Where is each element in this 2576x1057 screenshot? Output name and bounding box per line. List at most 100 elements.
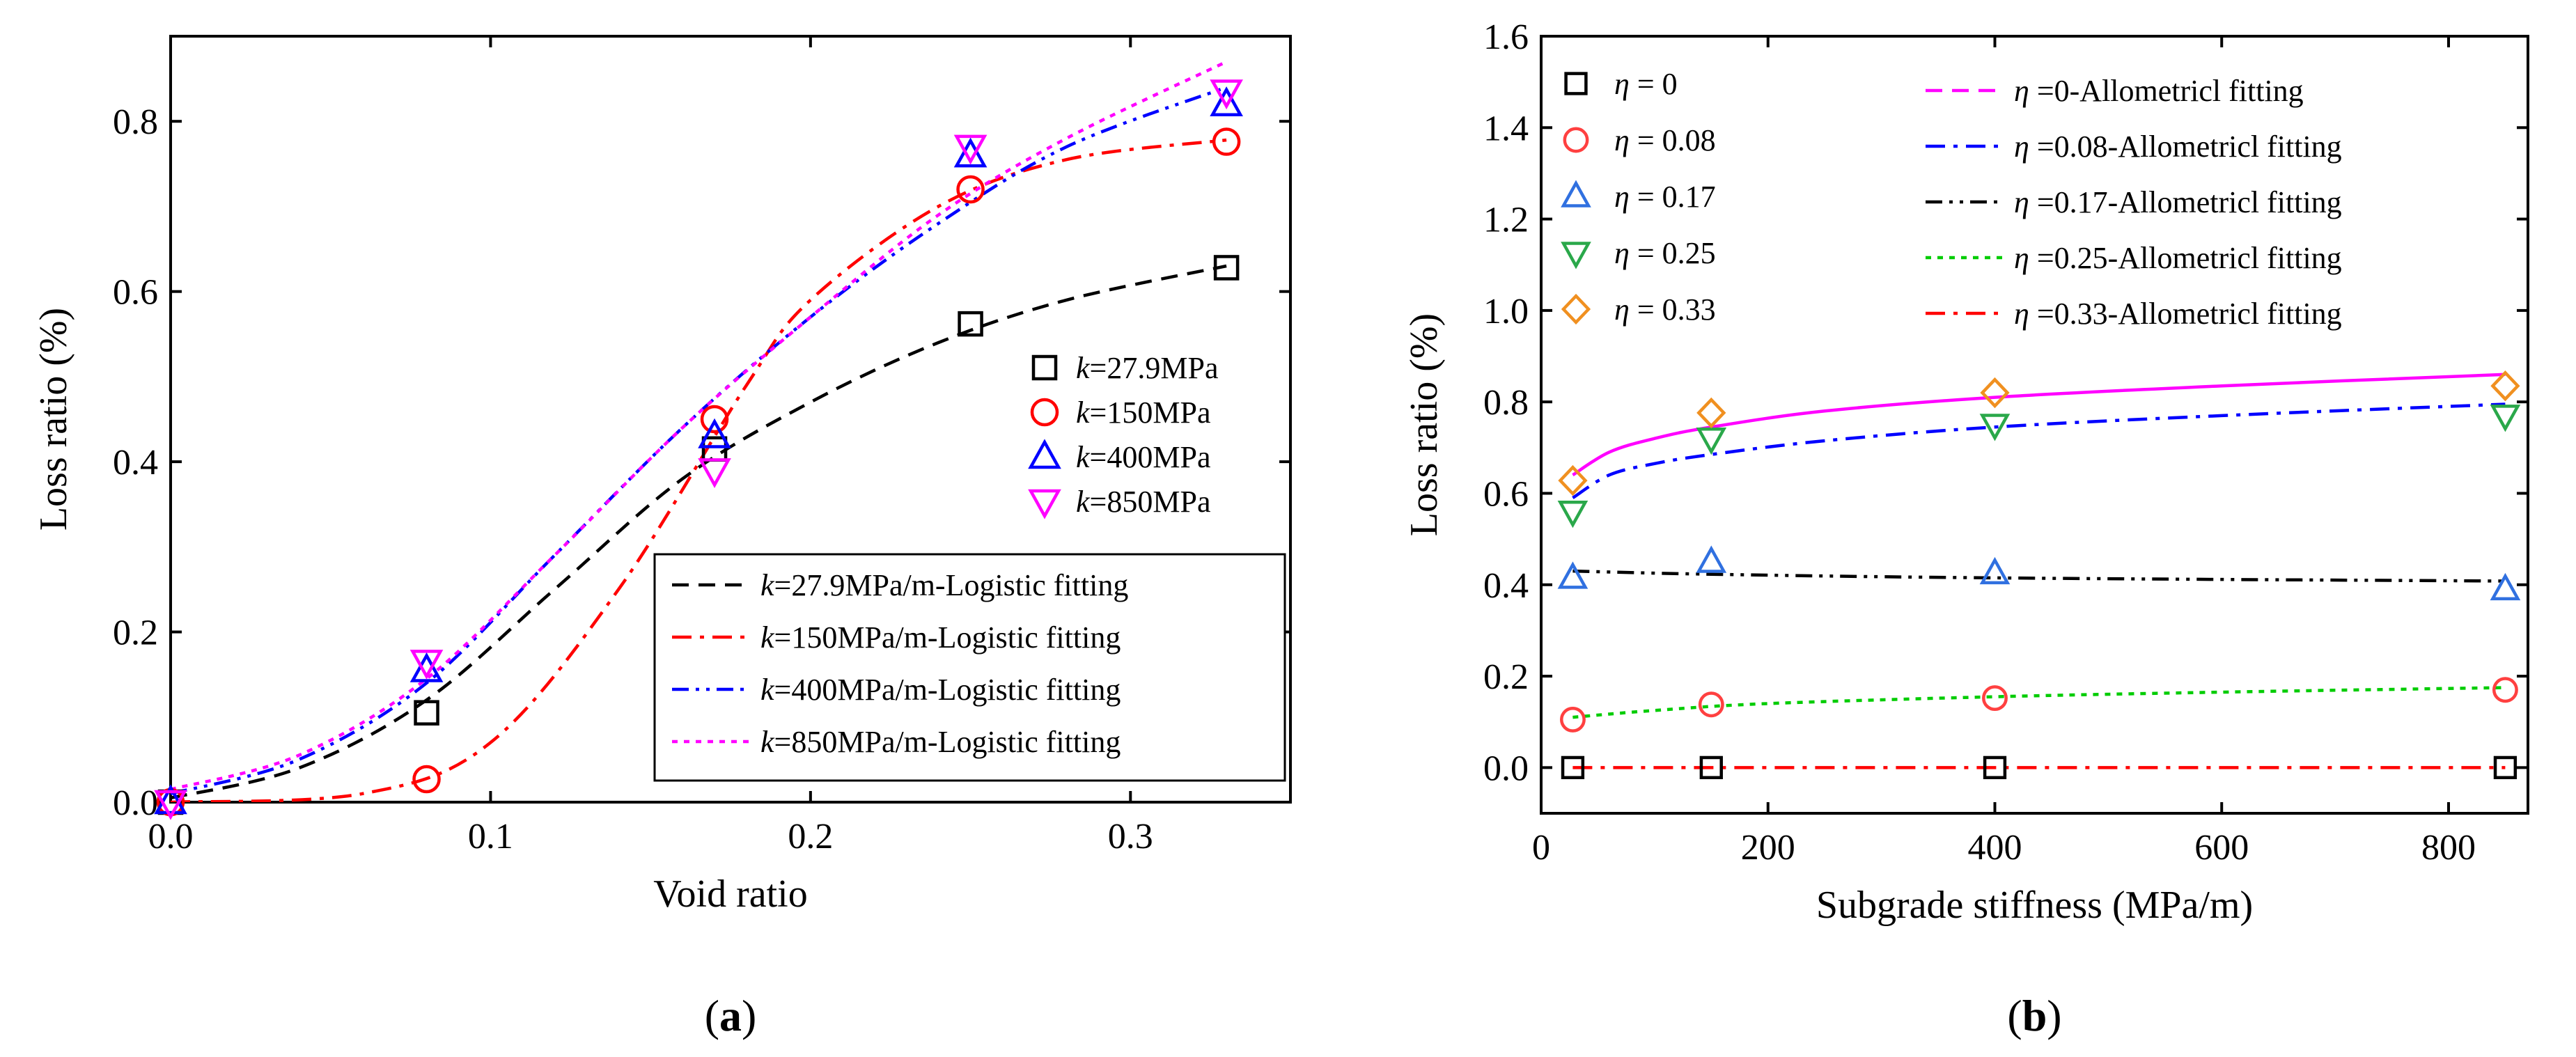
fit-curve [1572, 373, 2506, 477]
data-point [1979, 414, 2011, 441]
legend-label: k=27.9MPa [1076, 351, 1218, 385]
data-point [1698, 691, 1724, 718]
fit-curve [1572, 569, 2506, 583]
data-point [414, 700, 439, 726]
fit-curve [171, 138, 1227, 802]
data-point [1557, 561, 1588, 589]
legend-label: η = 0.17 [1614, 180, 1716, 214]
data-point [1212, 127, 1241, 156]
legend-marker [1030, 398, 1059, 427]
legend-label: k=400MPa [1076, 440, 1210, 474]
legend-label: k=27.9MPa/m-Logistic fitting [760, 568, 1128, 602]
plot-frame [1540, 35, 2529, 815]
data-point [1696, 427, 1727, 455]
data-point [409, 650, 444, 680]
chart-panel-a: 0.0 0.1 0.2 0.3 0.0 0.2 0.4 0.6 0.8 Void ratio Los… [32, 35, 1292, 1040]
data-point [1696, 397, 1726, 429]
x-tick-label: 600 [2194, 828, 2249, 868]
y-tick-label: 1.2 [1483, 201, 1529, 240]
legend-label: k=400MPa/m-Logistic fitting [760, 673, 1121, 707]
y-tick-label: 0.6 [1483, 474, 1529, 514]
legend: η = 0 η = 0.08 η = 0.17 η = 0.25 η = 0.33 η =… [1561, 67, 2342, 331]
y-tick-label: 0.8 [1483, 383, 1529, 423]
fit-curves [171, 60, 1228, 802]
legend-label: η = 0.33 [1614, 292, 1716, 327]
y-axis-title: Loss ratio (%) [1403, 313, 1446, 536]
legend-label: η =0.25-Allometricl fitting [2014, 241, 2342, 275]
data-point [1696, 545, 1727, 573]
data-point [953, 137, 988, 168]
legend-label: η = 0 [1614, 67, 1678, 101]
data-point [956, 175, 985, 204]
data-point [412, 765, 441, 794]
legend-marker [1028, 439, 1061, 469]
fit-curve [171, 264, 1227, 800]
legend-label: k=850MPa/m-Logistic fitting [760, 725, 1121, 759]
legend-marker [1028, 489, 1061, 519]
data-point [154, 784, 187, 815]
data-point [1983, 755, 2007, 780]
data-point [154, 790, 187, 820]
data-point [1559, 706, 1586, 733]
panel-label: (a) [705, 991, 757, 1040]
legend-label: η = 0.08 [1614, 123, 1716, 157]
data-point [2493, 755, 2518, 780]
data-point [1213, 255, 1240, 281]
legend-label: η = 0.25 [1614, 236, 1716, 270]
y-axis-title: Loss ratio (%) [32, 308, 75, 531]
data-point [698, 418, 731, 448]
legend-marker [1564, 72, 1588, 95]
legend-label: k=850MPa [1076, 485, 1210, 519]
x-tick-label: 0 [1532, 828, 1550, 868]
legend-label: η =0.17-Allometricl fitting [2014, 185, 2342, 219]
y-tick-label: 0.0 [113, 783, 158, 823]
legend-marker [1561, 293, 1591, 325]
y-tick-label: 1.6 [1483, 17, 1529, 57]
chart-panel-b: 0 200 400 600 800 0.0 0.2 0.4 0.6 0.8 1.0 1.2 1.4 1.6… [1403, 17, 2529, 1040]
data-point [1699, 755, 1723, 780]
y-tick-label: 0.6 [113, 273, 158, 313]
fit-curve [171, 86, 1227, 795]
data-point [953, 134, 988, 165]
y-tick-label: 0.2 [1483, 657, 1529, 697]
data-point [1561, 755, 1585, 780]
legend-label: k=150MPa [1076, 396, 1210, 430]
data-point [700, 405, 729, 434]
panel-label: (b) [2007, 991, 2061, 1040]
legend-marker [1561, 242, 1591, 269]
x-axis-title: Void ratio [653, 872, 807, 916]
x-tick-label: 400 [1967, 828, 2022, 868]
legend-label: η =0.08-Allometricl fitting [2014, 130, 2342, 164]
x-axis-title: Subgrade stiffness (MPa/m) [1816, 884, 2253, 927]
y-tick-label: 0.0 [1483, 749, 1529, 788]
data-point [1982, 685, 2008, 712]
legend-label: η =0.33-Allometricl fitting [2014, 297, 2342, 331]
data-point [2490, 370, 2520, 402]
fit-curve [1572, 686, 2506, 719]
data-point [1557, 500, 1588, 528]
legend-marker [1031, 354, 1058, 381]
legend-marker [1563, 127, 1589, 153]
y-tick-label: 0.2 [113, 613, 158, 653]
data-point [409, 652, 444, 682]
data-point [2490, 405, 2521, 432]
data-point [1980, 377, 2010, 409]
y-tick-label: 0.4 [113, 443, 158, 483]
x-tick-label: 0.1 [468, 817, 513, 856]
y-tick-label: 1.0 [1483, 292, 1529, 331]
legend-marker [1561, 180, 1591, 208]
x-tick-label: 200 [1741, 828, 1795, 868]
data-point [958, 311, 983, 337]
data-point [2490, 572, 2521, 601]
data-point [1210, 86, 1243, 117]
data-point [1210, 79, 1243, 110]
legend: k=27.9MPa k=150MPa k=400MPa k=850MPa k=27.9M… [653, 351, 1286, 782]
y-tick-label: 0.4 [1483, 566, 1529, 606]
x-tick-label: 0.0 [148, 817, 194, 856]
fit-curve [171, 60, 1228, 791]
x-tick-label: 800 [2421, 828, 2476, 868]
fit-curves [1572, 373, 2506, 769]
data-point [1558, 464, 1588, 496]
